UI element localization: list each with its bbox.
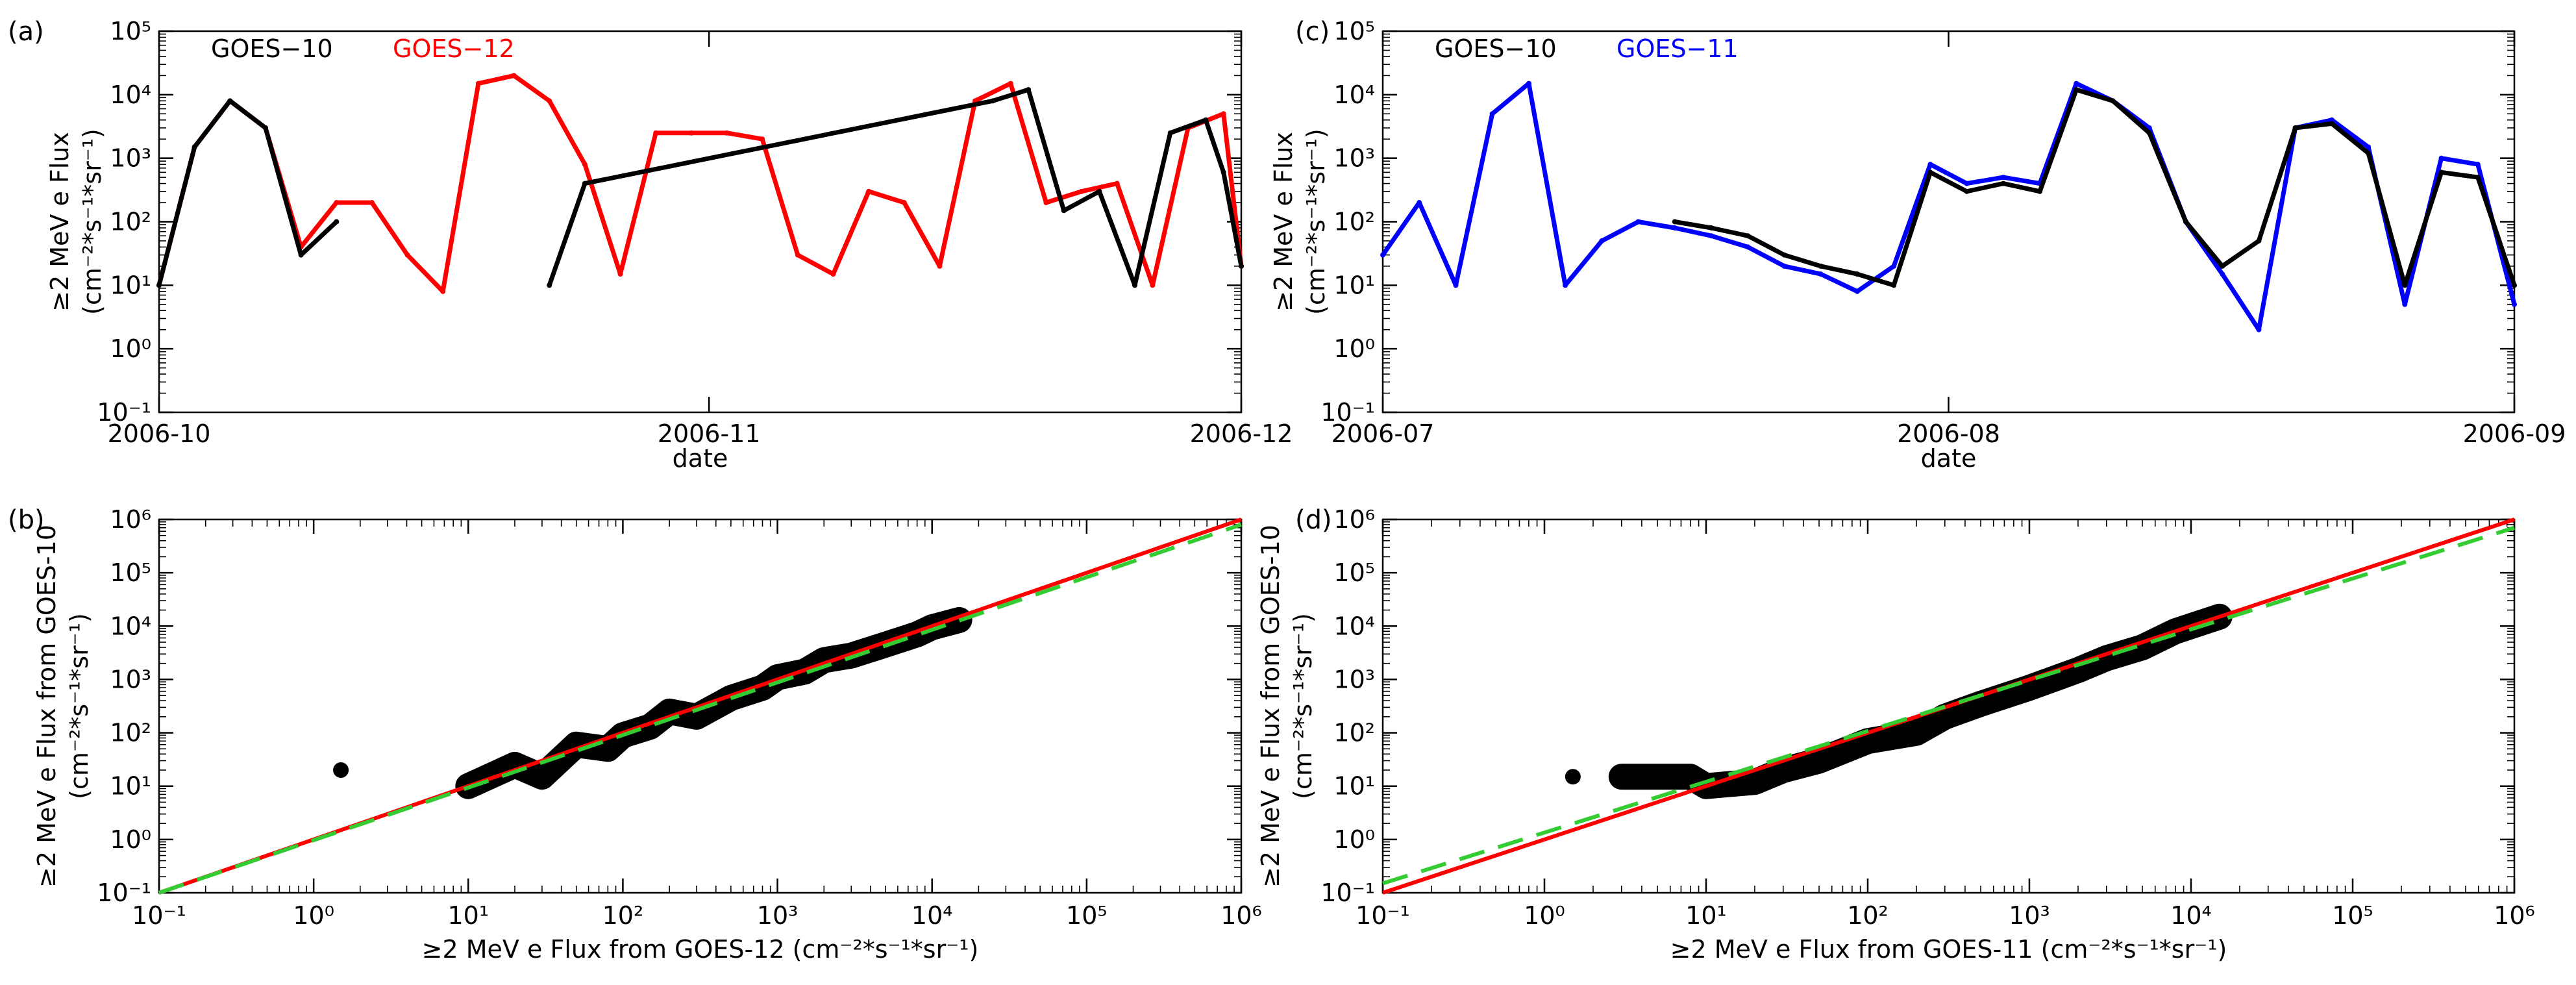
c-xtick-label: 2006-07 <box>1331 419 1435 448</box>
a-ytick-label: 10⁻¹ <box>97 398 151 427</box>
c-ytick-label: 10¹ <box>1333 271 1375 299</box>
b-xlabel: ≥2 MeV e Flux from GOES-12 (cm⁻²*s⁻¹*sr⁻… <box>422 935 979 964</box>
a-ylabel-units: (cm⁻²*s⁻¹*sr⁻¹) <box>78 129 106 315</box>
a-ylabel: ≥2 MeV e Flux <box>45 132 74 312</box>
d-ytick-label: 10¹ <box>1333 772 1375 801</box>
d-ylabel: ≥2 MeV e Flux from GOES-10 <box>1256 525 1285 888</box>
b-ytick-label: 10³ <box>110 665 151 693</box>
a-legend-entry: GOES−12 <box>393 34 515 63</box>
a-series-GOES−10-line <box>156 98 338 286</box>
b-xtick-label: 10¹ <box>447 901 489 930</box>
panel-a-timeseries: 10⁻¹ 10⁰ 10¹ 10² 10³ 10⁴ 10⁵ 2006-10 2006-11 2006… <box>8 17 1293 473</box>
a-xtick-label: 2006-10 <box>108 419 211 448</box>
b-ytick-label: 10⁻¹ <box>97 879 151 907</box>
panel-d-scatter: 10⁻¹ 10⁰ 10¹ 10² 10³ 10⁴ 10⁵ 10⁶ 10⁻¹ 10⁰ 10¹ 10² 10… <box>1256 505 2535 964</box>
b-plot-frame <box>158 518 1243 894</box>
a-xlabel: date <box>673 444 728 473</box>
a-ytick-label: 10⁵ <box>110 17 151 45</box>
d-xtick-label: 10² <box>1847 901 1889 930</box>
d-ylabel-units: (cm⁻²*s⁻¹*sr⁻¹) <box>1289 613 1317 799</box>
c-ytick-label: 10⁻¹ <box>1320 398 1375 427</box>
c-series-GOES−11-line <box>1381 81 2517 332</box>
a-series-GOES−12-line <box>156 73 1244 294</box>
b-xtick-label: 10⁵ <box>1066 901 1108 930</box>
d-ytick-label: 10³ <box>1333 665 1375 693</box>
b-fit-line-dashed <box>158 523 1242 895</box>
a-ytick-label: 10¹ <box>110 271 151 299</box>
d-scatter-cloud <box>1608 603 2233 799</box>
d-ytick-label: 10⁻¹ <box>1320 879 1375 907</box>
c-panel-letter: (c) <box>1295 17 1330 47</box>
b-xtick-label: 10⁰ <box>293 901 334 930</box>
b-ytick-label: 10¹ <box>110 772 151 801</box>
b-xtick-label: 10⁻¹ <box>132 901 186 930</box>
c-ytick-label: 10⁴ <box>1333 81 1375 109</box>
d-plot-frame <box>1381 518 2516 894</box>
d-ytick-label: 10² <box>1333 719 1375 747</box>
b-xtick-label: 10⁴ <box>911 901 953 930</box>
d-xlabel: ≥2 MeV e Flux from GOES-11 (cm⁻²*s⁻¹*sr⁻… <box>1670 935 2227 964</box>
d-fit-line-dashed <box>1382 525 2515 886</box>
c-ytick-label: 10⁰ <box>1333 334 1375 363</box>
b-ytick-label: 10² <box>110 719 151 747</box>
d-xtick-label: 10¹ <box>1685 901 1727 930</box>
c-xtick-label: 2006-09 <box>2463 419 2566 448</box>
a-xtick-label: 2006-12 <box>1190 419 1293 448</box>
d-panel-letter: (d) <box>1295 505 1332 535</box>
a-ytick-label: 10⁰ <box>110 334 151 363</box>
b-ylabel: ≥2 MeV e Flux from GOES-10 <box>32 525 61 888</box>
b-xtick-label: 10³ <box>757 901 799 930</box>
b-ytick-label: 10⁰ <box>110 825 151 854</box>
b-reference-line-solid <box>158 517 1242 895</box>
panel-c-timeseries: 10⁻¹ 10⁰ 10¹ 10² 10³ 10⁴ 10⁵ 2006-07 2006-08 2006… <box>1269 17 2566 473</box>
b-panel-letter: (b) <box>8 505 45 535</box>
d-xtick-label: 10⁴ <box>2170 901 2212 930</box>
d-scatter-point <box>1565 769 1581 785</box>
b-ytick-label: 10⁶ <box>110 505 151 534</box>
a-ytick-label: 10³ <box>110 144 151 173</box>
b-xtick-label: 10⁶ <box>1220 901 1262 930</box>
b-xtick-label: 10² <box>602 901 644 930</box>
c-ylabel-units: (cm⁻²*s⁻¹*sr⁻¹) <box>1302 129 1330 315</box>
c-ytick-label: 10² <box>1333 208 1375 236</box>
c-legend-entry: GOES−11 <box>1616 34 1739 63</box>
b-ytick-label: 10⁴ <box>110 612 151 640</box>
c-xlabel: date <box>1921 444 1977 473</box>
d-xtick-label: 10⁶ <box>2494 901 2535 930</box>
d-reference-line-solid <box>1382 517 2515 895</box>
c-xtick-label: 2006-08 <box>1897 419 2000 448</box>
b-ylabel-units: (cm⁻²*s⁻¹*sr⁻¹) <box>65 613 93 799</box>
d-xtick-label: 10³ <box>2009 901 2050 930</box>
d-xtick-label: 10⁻¹ <box>1356 901 1410 930</box>
d-ytick-label: 10⁶ <box>1333 505 1375 534</box>
d-ytick-label: 10⁰ <box>1333 825 1375 854</box>
d-ytick-label: 10⁵ <box>1333 558 1375 587</box>
a-xtick-label: 2006-11 <box>658 419 761 448</box>
c-legend-entry: GOES−10 <box>1435 34 1557 63</box>
d-xtick-label: 10⁵ <box>2332 901 2373 930</box>
a-legend-entry: GOES−10 <box>211 34 333 63</box>
c-ylabel: ≥2 MeV e Flux <box>1269 132 1298 312</box>
panel-b-scatter: 10⁻¹ 10⁰ 10¹ 10² 10³ 10⁴ 10⁵ 10⁶ 10⁻¹ 10⁰ 10¹ 10² 10… <box>8 505 1262 964</box>
a-panel-letter: (a) <box>8 17 44 47</box>
c-ytick-label: 10³ <box>1333 144 1375 173</box>
a-ytick-label: 10⁴ <box>110 81 151 109</box>
c-ytick-label: 10⁵ <box>1333 17 1375 45</box>
c-series-GOES−10-line <box>1674 87 2517 288</box>
b-ytick-label: 10⁵ <box>110 558 151 587</box>
d-xtick-label: 10⁰ <box>1524 901 1565 930</box>
a-series-GOES−10-line <box>547 87 1244 288</box>
a-ytick-label: 10² <box>110 208 151 236</box>
d-ytick-label: 10⁴ <box>1333 612 1375 640</box>
b-scatter-point <box>333 762 349 778</box>
